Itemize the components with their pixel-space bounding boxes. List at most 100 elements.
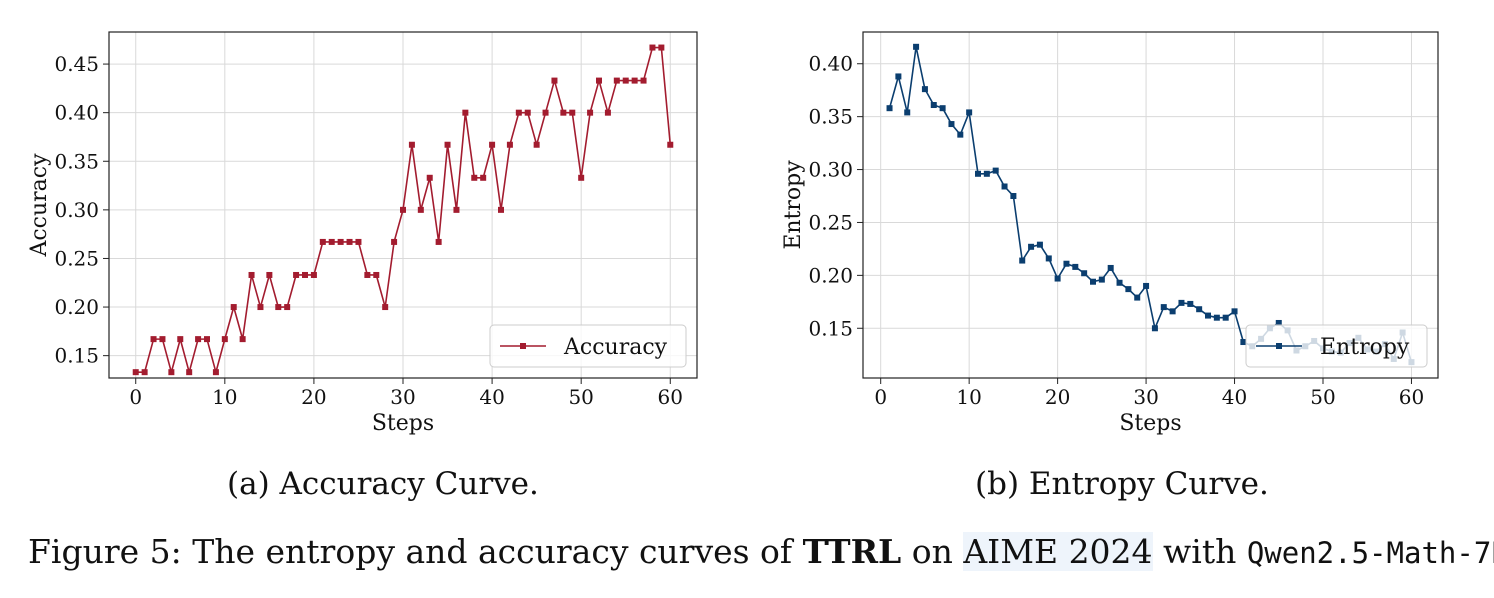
caption-prefix: Figure 5: The entropy and accuracy curve… (28, 532, 803, 571)
y-tick-label: 0.35 (54, 149, 99, 173)
data-point (992, 167, 999, 174)
y-tick-label: 0.25 (808, 210, 853, 234)
x-tick-label: 60 (1399, 385, 1424, 409)
accuracy-chart: 0 10 20 30 40 50 60 0.15 0.20 0.25 0.30 0.35 0.40 0.4… (27, 31, 698, 436)
data-point (391, 238, 398, 245)
legend-label: Entropy (1320, 335, 1410, 360)
data-point (257, 304, 264, 311)
data-point (551, 77, 558, 84)
data-point (1081, 270, 1088, 277)
x-tick-label: 20 (301, 385, 326, 409)
data-point (1045, 255, 1052, 262)
x-tick-label: 30 (390, 385, 415, 409)
data-point (1134, 294, 1141, 301)
y-axis-label: Entropy (781, 160, 806, 250)
data-point (435, 238, 442, 245)
data-point (471, 174, 478, 181)
data-point (1090, 278, 1096, 285)
data-point (498, 206, 504, 213)
data-point (444, 141, 451, 148)
data-point (975, 170, 981, 177)
data-point (453, 206, 460, 213)
data-point (177, 336, 184, 343)
x-tick-label: 10 (956, 385, 981, 409)
data-point (1196, 306, 1203, 313)
y-tick-label: 0.30 (54, 198, 99, 222)
data-point (1019, 257, 1026, 264)
data-point (328, 238, 335, 245)
x-tick-label: 30 (1133, 385, 1158, 409)
data-point (462, 109, 469, 116)
figure-caption: Figure 5: The entropy and accuracy curve… (28, 532, 1494, 571)
data-point (886, 105, 893, 112)
data-point (195, 336, 202, 343)
data-point (400, 206, 406, 213)
y-tick-label: 0.25 (54, 246, 99, 270)
data-point (239, 336, 246, 343)
data-point (948, 121, 955, 128)
legend-marker (1276, 343, 1282, 349)
data-point (1125, 286, 1132, 293)
data-point (1169, 308, 1176, 315)
data-point (150, 336, 157, 343)
x-tick-label: 0 (874, 385, 887, 409)
data-point (1107, 264, 1114, 271)
data-point (1160, 304, 1167, 311)
plot-frame (862, 31, 1439, 379)
y-tick-label: 0.45 (54, 52, 99, 76)
data-point (1072, 263, 1079, 270)
data-point (364, 271, 371, 278)
data-point (613, 77, 620, 84)
data-point (266, 271, 273, 278)
caption-middle: on (901, 532, 964, 571)
data-point (302, 271, 308, 278)
x-tick-label: 50 (1310, 385, 1335, 409)
y-axis-label: Accuracy (27, 153, 52, 258)
data-point (355, 238, 362, 245)
subcaption-a: (a) Accuracy Curve. (227, 466, 539, 502)
data-point (132, 369, 139, 376)
data-point (310, 271, 317, 278)
data-point (212, 369, 219, 376)
data-point (1213, 314, 1220, 321)
data-point (542, 109, 549, 116)
data-point (957, 131, 964, 138)
entropy-chart: 0 10 20 30 40 50 60 0.15 0.20 0.25 0.30 0.35 0.40 Ste… (781, 31, 1439, 436)
data-point (1001, 183, 1008, 190)
data-point (1231, 308, 1238, 315)
y-tick-label: 0.20 (54, 295, 99, 319)
x-tick-label: 50 (568, 385, 593, 409)
data-point (1275, 319, 1282, 326)
data-point (533, 141, 540, 148)
data-point (337, 238, 344, 245)
data-point (480, 174, 487, 181)
data-point (408, 141, 415, 148)
x-tick-label: 0 (129, 385, 142, 409)
data-point (1028, 243, 1035, 250)
data-point (1036, 241, 1043, 248)
data-point (930, 102, 937, 109)
caption-dataset: AIME 2024 (963, 532, 1153, 571)
data-point (382, 304, 389, 311)
data-point (1063, 260, 1070, 267)
data-point (1151, 325, 1158, 332)
caption-method: TTRL (802, 532, 902, 571)
data-point (186, 369, 193, 376)
data-point (939, 105, 946, 112)
data-point (631, 77, 638, 84)
data-point (417, 206, 424, 213)
y-tick-label: 0.40 (54, 101, 99, 125)
data-point (230, 304, 237, 311)
legend-box (1245, 324, 1428, 368)
data-point (515, 109, 522, 116)
data-point (284, 304, 291, 311)
data-point (506, 141, 513, 148)
x-axis-label: Steps (1119, 411, 1181, 436)
x-tick-label: 60 (658, 385, 683, 409)
data-point (1143, 282, 1150, 289)
data-point (904, 109, 911, 116)
y-tick-label: 0.40 (808, 52, 853, 76)
data-point (1240, 339, 1247, 346)
data-point (319, 238, 326, 245)
